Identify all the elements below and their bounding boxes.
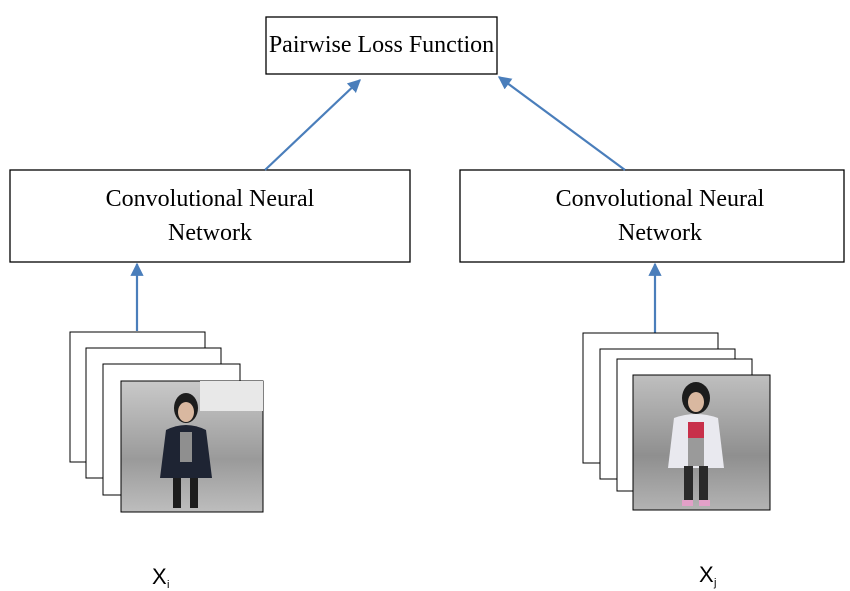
image-stack xyxy=(70,332,263,512)
input-subscript: j xyxy=(713,577,716,589)
input-symbol: X xyxy=(152,564,167,589)
cnn-box xyxy=(460,170,844,262)
arrow xyxy=(265,80,360,170)
loss-label: Pairwise Loss Function xyxy=(269,32,494,58)
input-symbol: X xyxy=(699,562,714,587)
cnn-box xyxy=(10,170,410,262)
cnn-label: Network xyxy=(168,220,252,246)
arrow xyxy=(499,77,625,170)
image-stack xyxy=(583,333,770,510)
cnn-label: Convolutional Neural xyxy=(106,186,315,212)
cnn-label: Network xyxy=(618,220,702,246)
diagram: Pairwise Loss Function Convolutional Neu… xyxy=(0,0,850,591)
cnn-label: Convolutional Neural xyxy=(556,186,765,212)
input-subscript: i xyxy=(167,579,169,591)
